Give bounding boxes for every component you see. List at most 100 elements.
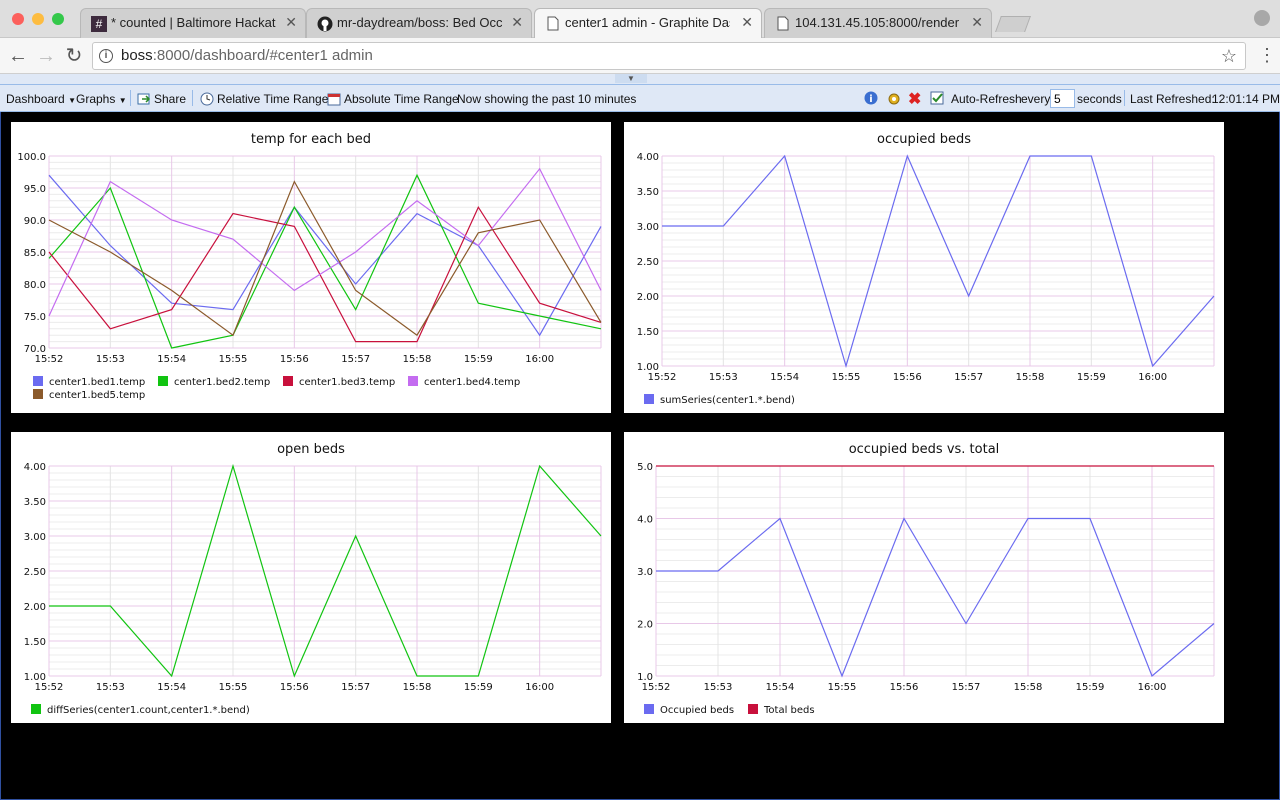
graphs-menu-label: Graphs xyxy=(76,92,116,106)
info-icon[interactable]: i xyxy=(864,91,878,108)
browser-tab-active[interactable]: center1 admin - Graphite Dash ✕ xyxy=(534,8,762,38)
x-tick-label: 15:52 xyxy=(642,682,671,693)
graphite-toolbar: Dashboard ▼ Graphs ▼ Share Relative Time… xyxy=(0,84,1280,112)
x-tick-label: 15:59 xyxy=(464,354,493,365)
share-icon xyxy=(137,92,151,106)
x-tick-label: 15:56 xyxy=(280,682,309,693)
last-refreshed-time: 12:01:14 PM xyxy=(1212,92,1280,106)
y-tick-label: 2.50 xyxy=(24,567,46,578)
y-tick-label: 3.00 xyxy=(637,222,659,233)
relative-time-range-button[interactable]: Relative Time Range xyxy=(200,92,328,106)
close-tab-icon[interactable]: ✕ xyxy=(971,14,983,30)
x-tick-label: 15:56 xyxy=(890,682,919,693)
seconds-label: seconds xyxy=(1077,92,1122,106)
x-tick-label: 15:52 xyxy=(35,682,64,693)
legend-label: center1.bed1.temp xyxy=(49,377,146,388)
info-icon[interactable]: i xyxy=(99,49,113,63)
remove-icon[interactable]: ✖ xyxy=(908,91,922,108)
maximize-window-button[interactable] xyxy=(52,13,64,25)
y-tick-label: 3.0 xyxy=(637,567,653,578)
close-tab-icon[interactable]: ✕ xyxy=(741,14,753,30)
refresh-interval-input[interactable] xyxy=(1050,89,1075,108)
legend-item: center1.bed4.temp xyxy=(408,376,520,388)
back-icon[interactable]: ← xyxy=(8,45,28,67)
x-tick-label: 15:57 xyxy=(341,682,370,693)
graphs-menu[interactable]: Graphs ▼ xyxy=(76,92,127,106)
url-host: boss xyxy=(121,47,153,64)
dropdown-arrow-icon: ▼ xyxy=(118,96,127,105)
svg-text:i: i xyxy=(869,94,872,105)
legend-item: center1.bed1.temp xyxy=(33,376,145,388)
dashboard-menu[interactable]: Dashboard ▼ xyxy=(6,92,76,106)
browser-nav-bar: ← → ↻ i boss:8000/dashboard/#center1 adm… xyxy=(0,38,1280,74)
toolbar-separator xyxy=(1124,90,1125,106)
settings-icon[interactable] xyxy=(886,91,902,110)
y-tick-label: 70.0 xyxy=(24,344,46,355)
new-tab-button[interactable] xyxy=(995,16,1031,32)
url-path: :8000/dashboard/#center1 admin xyxy=(152,47,373,64)
forward-icon[interactable]: → xyxy=(36,45,56,67)
series-line xyxy=(48,167,602,317)
legend-label: diffSeries(center1.count,center1.*.bend) xyxy=(47,705,250,716)
share-label: Share xyxy=(154,92,187,106)
profile-icon[interactable] xyxy=(1254,10,1270,26)
y-tick-label: 4.0 xyxy=(637,515,653,526)
browser-tab[interactable]: mr-daydream/boss: Bed Occup ✕ xyxy=(306,8,532,38)
y-tick-label: 4.00 xyxy=(637,152,659,163)
graph-title: temp for each bed xyxy=(250,132,372,147)
x-tick-label: 15:53 xyxy=(96,354,125,365)
x-tick-label: 16:00 xyxy=(525,354,554,365)
x-tick-label: 15:53 xyxy=(704,682,733,693)
collapse-handle-icon[interactable]: ▼ xyxy=(615,74,647,83)
x-tick-label: 15:54 xyxy=(770,372,799,383)
legend-item: diffSeries(center1.count,center1.*.bend) xyxy=(31,704,250,716)
address-bar[interactable]: i boss:8000/dashboard/#center1 admin ☆ xyxy=(92,42,1246,70)
x-tick-label: 15:58 xyxy=(1014,682,1043,693)
graph-title: occupied beds vs. total xyxy=(848,442,1000,457)
absolute-time-range-button[interactable]: Absolute Time Range xyxy=(327,92,459,106)
x-tick-label: 15:57 xyxy=(952,682,981,693)
graph-title: open beds xyxy=(277,442,345,457)
legend-swatch xyxy=(31,704,41,714)
x-tick-label: 16:00 xyxy=(1138,372,1167,383)
browser-menu-icon[interactable]: ⋮ xyxy=(1258,45,1276,65)
calendar-icon xyxy=(327,92,341,106)
x-tick-label: 15:52 xyxy=(35,354,64,365)
page-icon xyxy=(545,16,561,32)
y-tick-label: 95.0 xyxy=(24,184,46,195)
close-window-button[interactable] xyxy=(12,13,24,25)
reload-icon[interactable]: ↻ xyxy=(65,45,83,67)
graph-panel-open[interactable]: open beds 4.00 3.50 3.00 2.50 2.00 1.50 1.00 15… xyxy=(11,432,611,723)
x-tick-label: 15:54 xyxy=(157,354,186,365)
close-tab-icon[interactable]: ✕ xyxy=(285,14,297,30)
share-button[interactable]: Share xyxy=(137,92,186,106)
graph-panel-temp[interactable]: temp for each bed 100.0 95.0 90.0 85.0 80.0 7… xyxy=(11,122,611,413)
x-tick-label: 15:53 xyxy=(709,372,738,383)
close-tab-icon[interactable]: ✕ xyxy=(511,14,523,30)
last-refreshed-label: Last Refreshed: xyxy=(1130,92,1215,106)
y-tick-label: 1.00 xyxy=(24,672,46,683)
legend-swatch xyxy=(158,376,168,386)
y-tick-label: 3.50 xyxy=(637,187,659,198)
legend-swatch xyxy=(408,376,418,386)
series-line xyxy=(48,173,602,349)
legend-swatch xyxy=(33,376,43,386)
browser-tab[interactable]: # * counted | Baltimore Hackath ✕ xyxy=(80,8,306,38)
y-tick-label: 100.0 xyxy=(17,152,46,163)
y-tick-label: 75.0 xyxy=(24,312,46,323)
x-tick-label: 15:56 xyxy=(280,354,309,365)
auto-refresh-checkbox[interactable] xyxy=(930,91,945,109)
graph-panel-vs-total[interactable]: occupied beds vs. total 5.0 4.0 3.0 2.0 1.0 1… xyxy=(624,432,1224,723)
y-tick-label: 3.00 xyxy=(24,532,46,543)
graph-panel-occupied[interactable]: occupied beds 4.00 3.50 3.00 2.50 2.00 1.50 1.… xyxy=(624,122,1224,413)
bookmark-star-icon[interactable]: ☆ xyxy=(1220,46,1237,66)
tab-title: 104.131.45.105:8000/render xyxy=(795,15,960,30)
minimize-window-button[interactable] xyxy=(32,13,44,25)
y-tick-label: 2.50 xyxy=(637,257,659,268)
toolbar-separator xyxy=(130,90,131,106)
y-tick-label: 1.50 xyxy=(637,327,659,338)
x-tick-label: 15:57 xyxy=(954,372,983,383)
legend-item: Total beds xyxy=(748,704,815,716)
browser-tab[interactable]: 104.131.45.105:8000/render ✕ xyxy=(764,8,992,38)
legend-swatch xyxy=(283,376,293,386)
